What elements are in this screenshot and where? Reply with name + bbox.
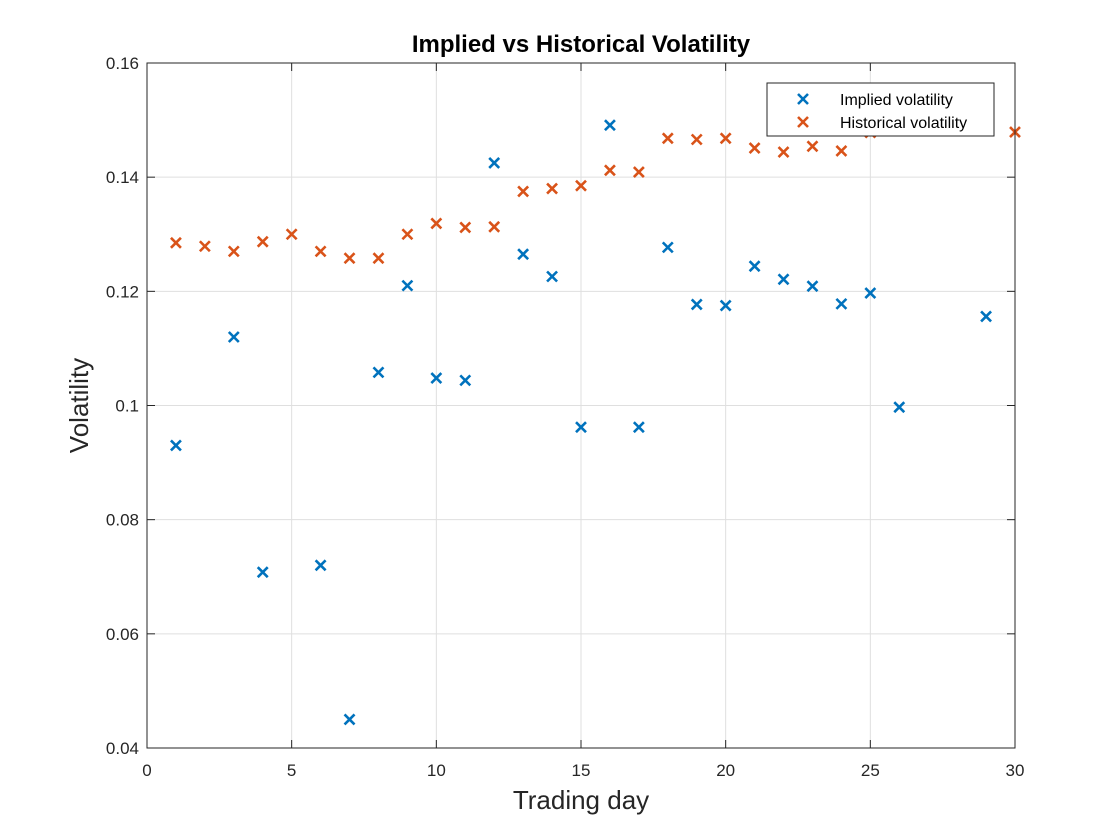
legend: Implied volatility Historical volatility [766,82,995,137]
data-point [285,228,298,241]
x-tick-label: 5 [287,761,296,780]
x-tick-label: 20 [716,761,735,780]
data-point [632,166,645,178]
data-point [401,228,414,241]
data-point [459,221,472,234]
data-point [517,248,530,261]
y-tick-label: 0.16 [106,54,139,73]
legend-marker [797,93,809,105]
data-points [170,119,1021,726]
data-point [748,142,761,154]
data-point [893,401,906,414]
y-tick-label: 0.1 [115,397,139,416]
y-tick-label: 0.06 [106,625,139,644]
data-point [748,260,761,273]
data-point [604,119,616,132]
data-point [343,713,356,726]
data-point [488,220,501,233]
legend-marker [797,116,809,128]
x-tick-label: 15 [572,761,591,780]
data-point [401,279,414,292]
data-point [690,133,703,146]
data-point [517,185,530,198]
data-point [430,372,443,385]
data-point [690,298,703,311]
data-point [806,140,819,153]
series-implied-volatility [170,119,992,726]
y-tick-label: 0.04 [106,739,139,758]
x-tick-label: 25 [861,761,880,780]
data-point [980,310,992,323]
plot-frame [146,62,1016,749]
data-point [546,182,558,195]
legend-label: Historical volatility [840,115,967,132]
y-tick-label: 0.08 [106,511,139,530]
y-axis-label: Volatility [64,358,94,453]
data-point [864,287,877,299]
x-tick-label: 0 [142,761,151,780]
data-point [256,235,269,248]
data-point [256,566,269,579]
data-point [170,236,182,249]
data-point [372,366,385,379]
data-point [227,245,240,258]
data-point [777,273,790,286]
x-axis-label: Trading day [513,785,649,815]
data-point [459,374,472,387]
data-point [372,252,385,265]
data-point [575,179,587,192]
data-point [170,439,182,452]
data-point [835,144,848,157]
data-point [343,252,356,265]
data-point [777,146,790,158]
data-point [314,245,327,258]
chart-title: Implied vs Historical Volatility [412,31,751,58]
data-point [198,240,211,253]
series-historical-volatility [170,126,1021,265]
data-point [632,421,645,434]
data-point [575,421,587,434]
y-tick-label: 0.12 [106,282,139,301]
data-point [314,559,327,572]
x-tick-label: 30 [1006,761,1025,780]
x-tick-label: 10 [427,761,446,780]
data-point [488,156,501,169]
data-point [719,299,732,312]
data-point [661,241,674,254]
data-point [719,132,732,145]
legend-box [766,82,995,137]
data-point [661,132,674,145]
data-point [806,280,819,293]
tick-labels: 0 5 10 15 20 25 30 0.04 0.06 0.08 0.1 0.12 0.14 0.16 [106,54,1025,780]
data-point [430,217,443,230]
data-point [835,297,848,310]
data-point [546,270,558,283]
legend-entries: Implied volatility Historical volatility [797,92,967,132]
y-tick-label: 0.14 [106,168,139,187]
legend-label: Implied volatility [840,92,953,109]
data-point [227,331,240,343]
data-point [604,164,616,177]
